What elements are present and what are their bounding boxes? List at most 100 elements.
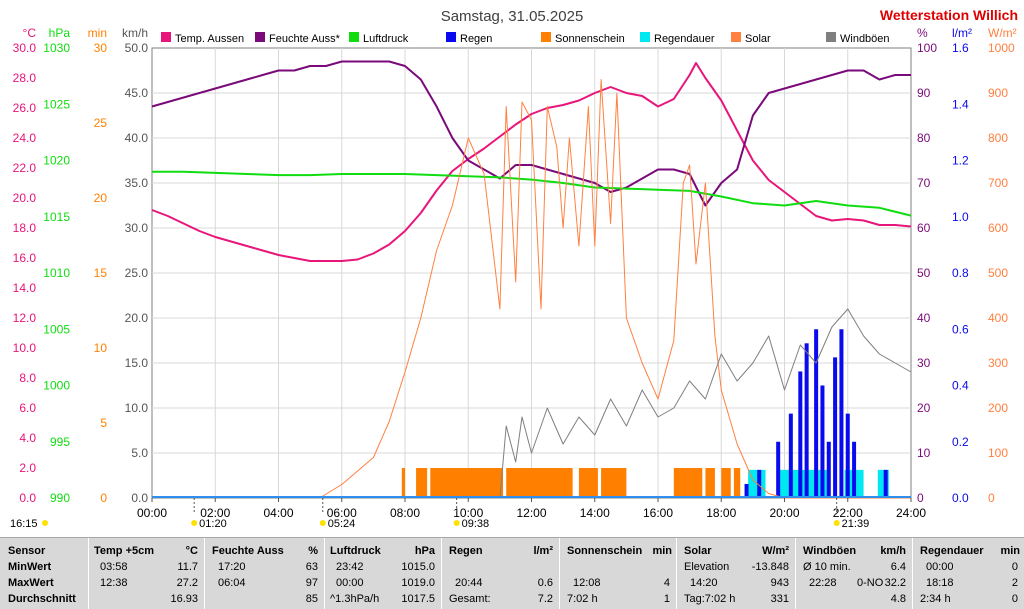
current-time-marker — [42, 520, 48, 526]
hum-max-time: 06:04 — [218, 577, 246, 589]
sunshine-bar — [673, 468, 703, 498]
row-label-sensor: Sensor — [8, 545, 46, 557]
sunshine-bar — [733, 468, 741, 498]
solar-tick-label: 400 — [988, 311, 1008, 325]
rain-max: 0.6 — [537, 577, 553, 589]
stats-sunshine: Sonnenschein min 12:08 4 7:02 h 1 — [559, 538, 677, 609]
hum-tick-label: 90 — [917, 86, 931, 100]
gust-line — [152, 308, 912, 499]
temp-tick-label: 30.0 — [13, 41, 37, 55]
sun-tick-label: 25 — [94, 116, 108, 130]
chart-title: Samstag, 31.05.2025 — [441, 8, 584, 25]
sun-tick-label: 15 — [94, 266, 108, 280]
stats-wind: Windböen km/h Ø 10 min. 6.4 22:28 0-NO 3… — [795, 538, 913, 609]
wind-tick-label: 35.0 — [125, 176, 149, 190]
x-tick-label: 22:00 — [833, 506, 863, 520]
hum-tick-label: 50 — [917, 266, 931, 280]
solar-unit: W/m² — [762, 545, 789, 557]
press-avg: 1017.5 — [401, 593, 435, 605]
x-tick-label: 00:00 — [137, 506, 167, 520]
solar-unit-label: W/m² — [988, 26, 1017, 40]
series-lines — [151, 60, 912, 499]
solar-tick-label: 600 — [988, 221, 1008, 235]
x-tick-label: 20:00 — [769, 506, 799, 520]
temp-tick-label: 14.0 — [13, 281, 37, 295]
hum-tick-label: 30 — [917, 356, 931, 370]
temp-line — [151, 62, 912, 262]
legend-swatch — [446, 32, 456, 42]
raindur-min: 0 — [1011, 561, 1018, 573]
temp-tick-label: 20.0 — [13, 191, 37, 205]
sunshine-bar — [506, 468, 573, 498]
wind-avg10: 6.4 — [890, 561, 906, 573]
rain-tick-label: 1.6 — [952, 41, 969, 55]
legend-swatch — [826, 32, 836, 42]
wind-max-time: 22:28 — [809, 577, 837, 589]
row-label-min: MinWert — [8, 561, 52, 573]
wind-tick-label: 10.0 — [125, 401, 149, 415]
solar-tick-label: 900 — [988, 86, 1008, 100]
stats-pressure: Luftdruck hPa 23:42 1015.0 00:00 1019.0 … — [324, 538, 442, 609]
press-tick-label: 1030 — [43, 41, 70, 55]
wind-avg: 4.8 — [890, 593, 906, 605]
stats-humidity: Feuchte Auss % 17:20 63 06:04 97 85 — [204, 538, 325, 609]
event-time: 09:38 — [462, 518, 490, 530]
rain-bar — [804, 343, 809, 498]
hum-tick-label: 100 — [917, 41, 937, 55]
solar-day-label: Tag:7:02 h — [684, 593, 736, 605]
sun-tick-label: 0 — [100, 491, 107, 505]
sun-max-time: 12:08 — [573, 577, 601, 589]
hum-tick-label: 80 — [917, 131, 931, 145]
legend-label: Luftdruck — [363, 33, 409, 45]
temp-tick-label: 18.0 — [13, 221, 37, 235]
x-tick-label: 04:00 — [263, 506, 293, 520]
rain-tick-label: 1.0 — [952, 210, 969, 224]
sun-tick-label: 30 — [94, 41, 108, 55]
hum-unit-label: % — [917, 26, 928, 40]
temp-tick-label: 12.0 — [13, 311, 37, 325]
temp-tick-label: 16.0 — [13, 251, 37, 265]
raindur-unit: min — [1000, 545, 1020, 557]
temp-unit-label: °C — [23, 26, 37, 40]
stats-row-labels: Sensor MinWert MaxWert Durchschnitt — [0, 538, 89, 609]
legend-label: Temp. Aussen — [175, 33, 244, 45]
rain-bar — [757, 469, 762, 498]
rain-bar — [820, 385, 825, 498]
hum-tick-label: 10 — [917, 446, 931, 460]
temp-tick-label: 0.0 — [19, 491, 36, 505]
temp-tick-label: 8.0 — [19, 371, 36, 385]
stats-solar: Solar W/m² Elevation -13.848 14:20 943 T… — [676, 538, 796, 609]
temp-unit: °C — [185, 545, 198, 557]
wind-max: 32.2 — [884, 577, 906, 589]
sun-head: Sonnenschein — [567, 545, 643, 557]
station-name: Wetterstation Willich — [880, 7, 1018, 23]
temp-tick-label: 4.0 — [19, 431, 36, 445]
temp-avg: 16.93 — [170, 593, 198, 605]
legend-label: Feuchte Auss* — [269, 33, 341, 45]
event-marker — [453, 520, 460, 526]
raindur-bar — [779, 469, 828, 498]
hum-head: Feuchte Auss — [212, 545, 284, 557]
temp-tick-label: 26.0 — [13, 101, 37, 115]
press-tick-label: 1005 — [43, 322, 70, 336]
stats-raindur: Regendauer min 00:00 0 18:18 2 2:34 h 0 — [912, 538, 1024, 609]
rain-unit-label: l/m² — [952, 26, 972, 40]
x-tick-label: 24:00 — [896, 506, 926, 520]
current-time: 16:15 — [10, 518, 38, 530]
press-tick-label: 1025 — [43, 97, 70, 111]
raindur-max-time: 18:18 — [926, 577, 954, 589]
sunshine-bar — [721, 468, 731, 498]
rain-bar — [826, 441, 831, 498]
x-tick-label: 02:00 — [200, 506, 230, 520]
sun-unit-label: min — [88, 26, 107, 40]
rain-bar — [839, 329, 844, 498]
solar-tick-label: 800 — [988, 131, 1008, 145]
press-tick-label: 1000 — [43, 379, 70, 393]
chart-legend: Temp. Aussen Feuchte Auss* Luftdruck Regen S… — [161, 32, 890, 45]
legend-swatch — [161, 32, 171, 42]
wind-direction: 0-NO — [857, 577, 884, 589]
x-tick-label: 12:00 — [516, 506, 546, 520]
rain-total: 7.2 — [537, 593, 553, 605]
x-tick-label: 08:00 — [390, 506, 420, 520]
